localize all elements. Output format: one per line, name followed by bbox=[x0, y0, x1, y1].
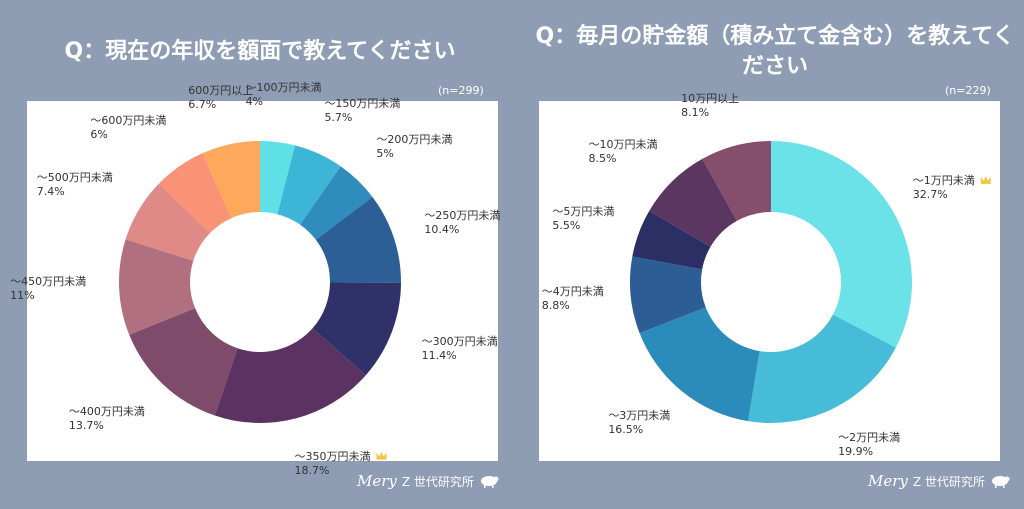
slice-category: 〜4万円未満 bbox=[541, 285, 604, 299]
slice-category: 〜2万円未満 bbox=[838, 430, 901, 444]
slice-label: 10万円以上 8.1% bbox=[681, 92, 739, 120]
slice-percent: 5.7% bbox=[324, 111, 353, 125]
donut-slice bbox=[771, 141, 912, 348]
slice-percent: 10.4% bbox=[424, 222, 460, 236]
slice-category: 〜400万円未満 bbox=[68, 404, 145, 418]
footer-brand-right: Mery Z 世代研究所 bbox=[868, 472, 1010, 490]
donut-slice bbox=[312, 282, 401, 376]
slice-label: 〜500万円未満 7.4% bbox=[37, 171, 113, 199]
slice-percent: 8.5% bbox=[588, 152, 617, 166]
slice-percent: 6% bbox=[90, 127, 108, 141]
slice-label: 〜1万円未満 32.7% bbox=[913, 174, 975, 202]
donut-slice bbox=[202, 141, 260, 219]
donut-slice bbox=[300, 166, 373, 240]
donut-slice bbox=[260, 141, 296, 215]
slice-percent: 18.7% bbox=[294, 463, 330, 477]
right-sample-size: (n=229) bbox=[945, 84, 991, 97]
sheep-icon bbox=[991, 476, 1010, 488]
slice-label: 〜4万円未満 8.8% bbox=[542, 285, 604, 313]
brand-org-text: Z 世代研究所 bbox=[401, 474, 474, 489]
slice-label: 〜400万円未満 13.7% bbox=[69, 405, 145, 433]
slice-label: 〜350万円未満 18.7% bbox=[294, 450, 370, 478]
footer-brand-left: Mery Z 世代研究所 bbox=[357, 472, 499, 490]
slice-category: 〜350万円未満 bbox=[294, 449, 371, 463]
slice-percent: 16.5% bbox=[608, 423, 644, 437]
slice-category: 600万円以上 bbox=[188, 84, 254, 98]
slice-percent: 6.7% bbox=[188, 98, 217, 112]
slice-label: 〜100万円未満 4% bbox=[246, 81, 322, 109]
slice-category: 〜5万円未満 bbox=[552, 204, 615, 218]
donut-slice bbox=[159, 153, 232, 234]
donut-slice bbox=[630, 256, 706, 334]
slice-percent: 19.9% bbox=[838, 444, 874, 458]
brand-org-text: Z 世代研究所 bbox=[912, 474, 985, 489]
slice-label: 600万円以上 6.7% bbox=[188, 84, 253, 112]
slice-percent: 4% bbox=[245, 95, 264, 109]
slice-category: 〜200万円未満 bbox=[376, 132, 453, 146]
slice-label: 〜450万円未満 11% bbox=[10, 275, 86, 303]
donut-slice bbox=[119, 239, 196, 335]
slice-category: 〜100万円未満 bbox=[245, 81, 322, 95]
slice-label: 〜10万円未満 8.5% bbox=[589, 138, 658, 166]
slice-label: 〜150万円未満 5.7% bbox=[324, 97, 400, 125]
right-chart-title: Q：毎月の貯金額（積み立て金含む）を教えてください bbox=[535, 24, 1015, 79]
slice-percent: 5% bbox=[376, 146, 394, 160]
slice-label: 〜200万円未満 5% bbox=[376, 133, 452, 161]
slice-category: 〜10万円未満 bbox=[588, 138, 658, 152]
slice-percent: 32.7% bbox=[912, 187, 948, 201]
slice-category: 〜450万円未満 bbox=[10, 275, 87, 289]
left-sample-size: (n=299) bbox=[438, 84, 484, 97]
crown-icon bbox=[376, 451, 387, 460]
slice-category: 〜150万円未満 bbox=[324, 97, 401, 111]
slice-percent: 11.4% bbox=[421, 349, 457, 362]
donut-slice bbox=[214, 328, 366, 423]
donut-slice bbox=[125, 183, 210, 261]
sheep-icon bbox=[480, 476, 499, 488]
brand-logo-text: Mery bbox=[357, 472, 397, 490]
donut-slice bbox=[748, 314, 896, 423]
slice-category: 〜300万円未満 bbox=[421, 335, 498, 348]
donut-slice bbox=[649, 158, 737, 247]
donut-slice bbox=[129, 308, 238, 416]
slice-percent: 11% bbox=[10, 289, 35, 303]
slice-category: 〜600万円未満 bbox=[90, 113, 167, 127]
slice-percent: 5.5% bbox=[552, 218, 581, 232]
slice-percent: 8.1% bbox=[681, 105, 710, 119]
slice-label: 〜5万円未満 5.5% bbox=[552, 205, 614, 233]
slice-label: 〜300万円未満 11.4% bbox=[422, 335, 498, 363]
slice-category: 〜500万円未満 bbox=[36, 171, 113, 185]
donut-slice bbox=[277, 145, 341, 225]
slice-category: 〜3万円未満 bbox=[608, 409, 671, 423]
donut-slice bbox=[702, 141, 771, 221]
brand-logo-text: Mery bbox=[868, 472, 908, 490]
slice-percent: 8.8% bbox=[541, 299, 570, 313]
left-chart-title: Q：現在の年収を額面で教えてください bbox=[64, 39, 456, 64]
slice-label: 〜2万円未満 19.9% bbox=[838, 431, 900, 459]
slice-percent: 13.7% bbox=[68, 418, 104, 432]
slice-category: 〜1万円未満 bbox=[912, 173, 975, 187]
slice-category: 10万円以上 bbox=[681, 91, 740, 105]
donut-slice bbox=[315, 196, 401, 283]
slice-label: 〜600万円未満 6% bbox=[90, 114, 166, 142]
slice-label: 〜250万円未満 10.4% bbox=[424, 209, 500, 237]
slice-label: 〜3万円未満 16.5% bbox=[608, 409, 670, 437]
slice-category: 〜250万円未満 bbox=[424, 208, 501, 222]
slice-percent: 7.4% bbox=[36, 185, 65, 199]
crown-icon bbox=[980, 175, 991, 184]
donut-slice bbox=[639, 307, 760, 422]
donut-slice bbox=[632, 210, 711, 270]
